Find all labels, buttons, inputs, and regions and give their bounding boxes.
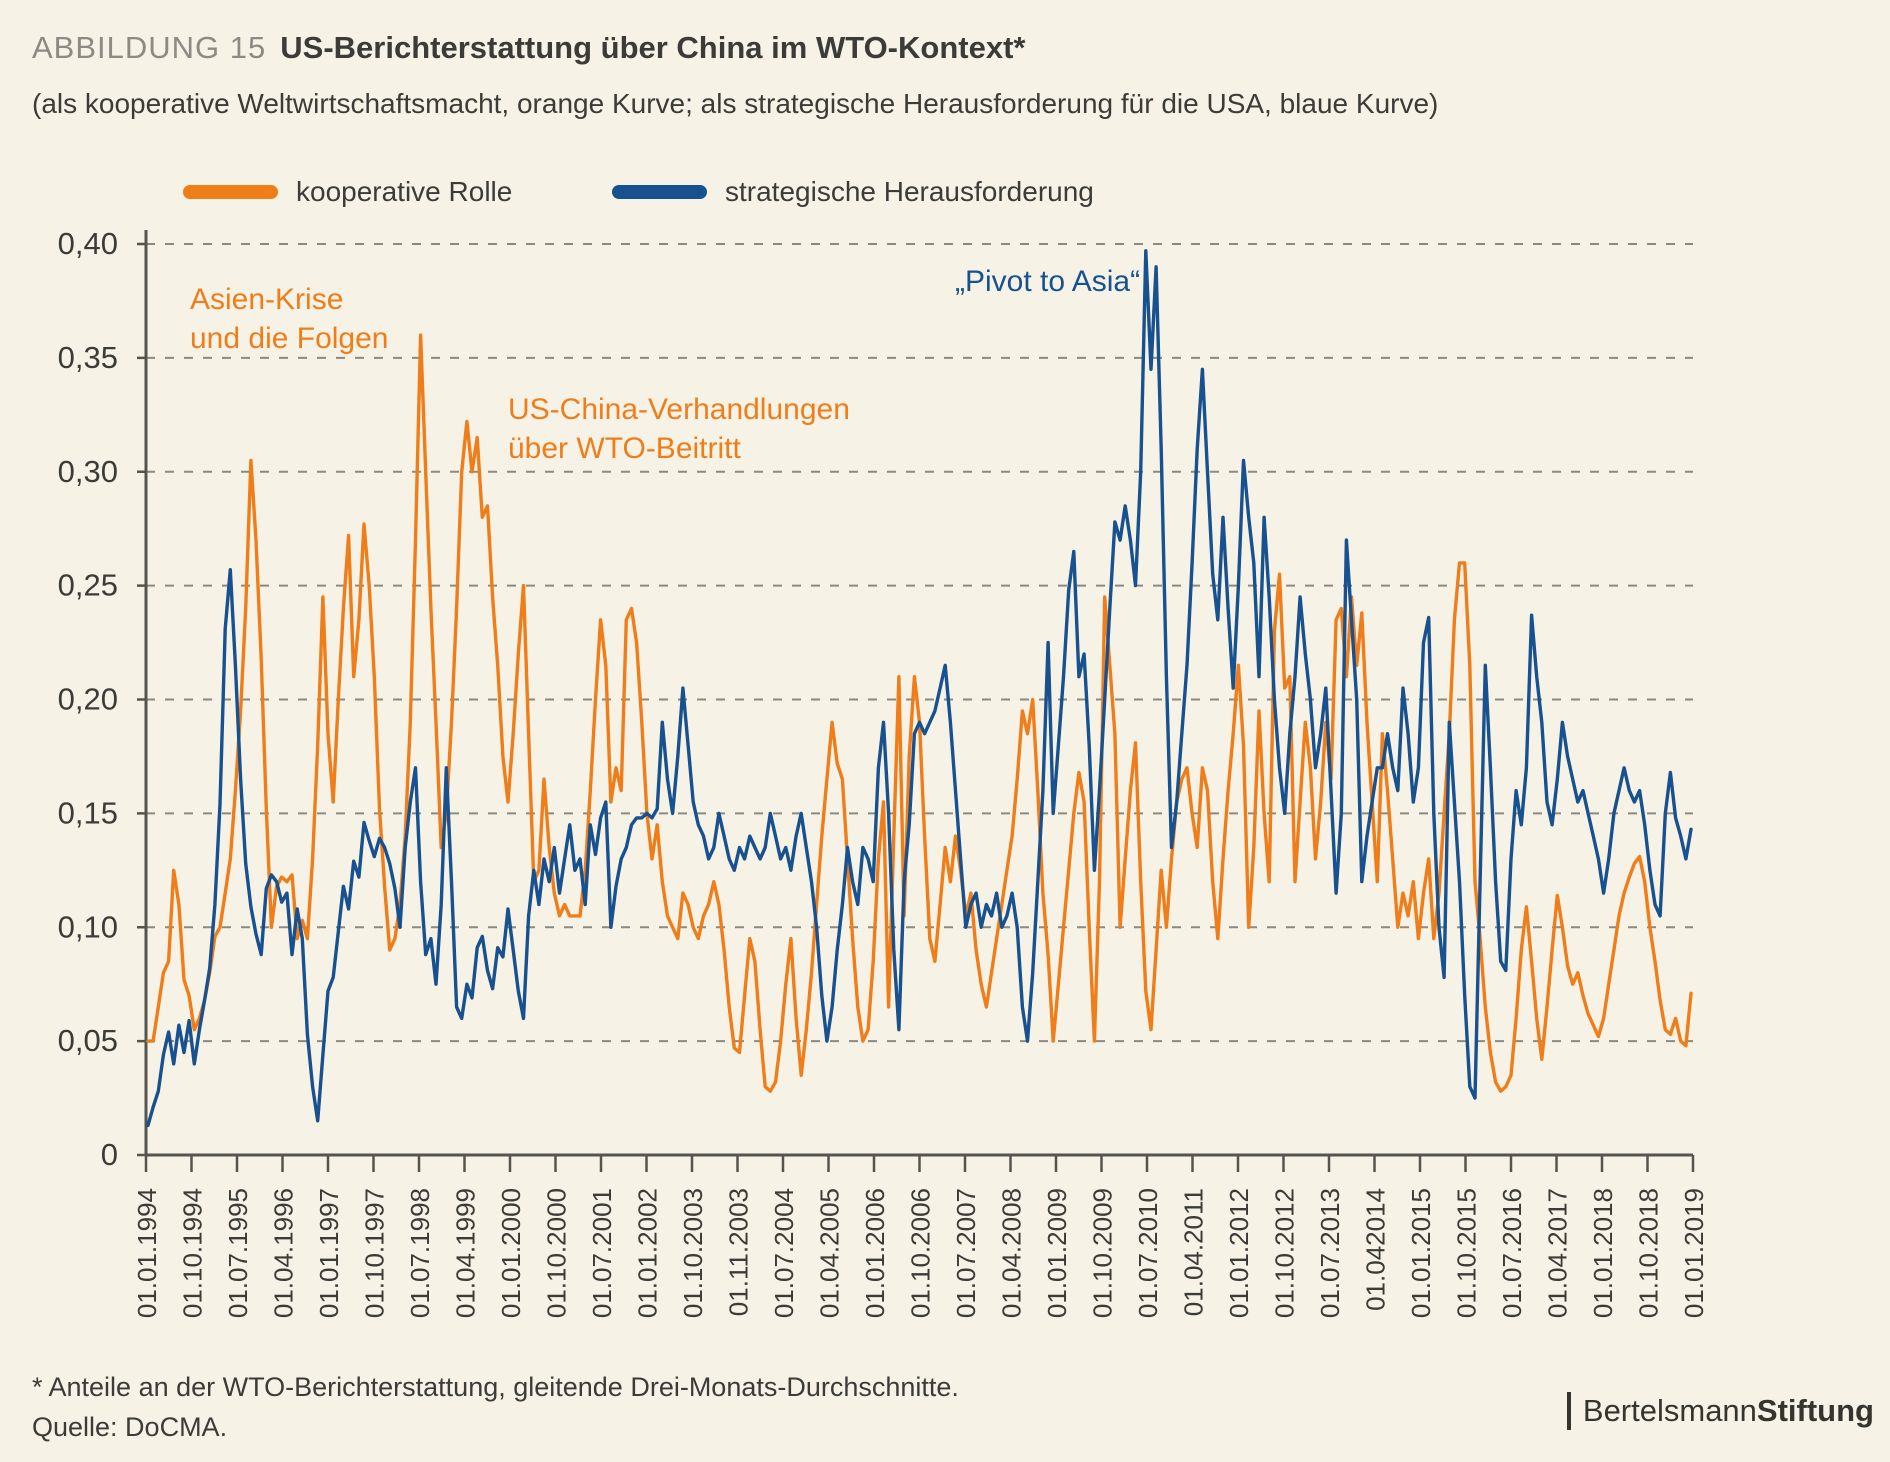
x-tick-label: 01.04.2017 xyxy=(1543,1188,1573,1318)
x-tick-label: 01.04.2005 xyxy=(815,1188,845,1318)
x-tick-label: 01.01.2015 xyxy=(1406,1188,1436,1318)
x-tick-label: 01.01.2006 xyxy=(860,1188,890,1318)
figure-label: ABBILDUNG 15 xyxy=(32,30,267,65)
x-tick-label: 01.10.1997 xyxy=(360,1188,390,1318)
y-tick-label: 0,20 xyxy=(58,682,118,717)
legend-item-strategische-herausforderung: strategische Herausforderung xyxy=(612,176,1094,208)
y-tick-label: 0,30 xyxy=(58,454,118,489)
logo-text-bold: Stiftung xyxy=(1756,1393,1874,1428)
x-tick-label: 01.07.1998 xyxy=(405,1188,435,1318)
annotation-line: und die Folgen xyxy=(190,322,389,355)
x-tick-label: 01.01.2009 xyxy=(1042,1188,1072,1318)
figure-title: US-Berichterstattung über China im WTO-K… xyxy=(280,30,1026,65)
annotation-line: US-China-Verhandlungen xyxy=(508,393,850,426)
figure-subtitle: (als kooperative Weltwirtschaftsmacht, o… xyxy=(32,88,1439,119)
annotation-pivot-to-asia: „Pivot to Asia“ xyxy=(955,262,1140,301)
x-tick-label: 01.01.2018 xyxy=(1588,1188,1618,1318)
x-tick-label: 01.10.2006 xyxy=(906,1188,936,1318)
x-tick-label: 01.042014 xyxy=(1361,1188,1391,1311)
x-tick-label: 01.10.2018 xyxy=(1634,1188,1664,1318)
x-tick-label: 01.04.1996 xyxy=(269,1188,299,1318)
x-tick-label: 01.07.2013 xyxy=(1315,1188,1345,1318)
x-tick-label: 01.10.2012 xyxy=(1270,1188,1300,1318)
x-tick-label: 01.01.2019 xyxy=(1679,1188,1709,1318)
x-tick-label: 01.10.2015 xyxy=(1452,1188,1482,1318)
chart-source: Quelle: DoCMA. xyxy=(32,1412,228,1442)
legend-swatch-blue xyxy=(612,185,707,199)
x-tick-label: 01.07.1995 xyxy=(223,1188,253,1318)
y-tick-label: 0,15 xyxy=(58,795,118,830)
chart-legend: kooperative Rolle strategische Herausfor… xyxy=(0,176,1890,210)
annotation-wto-beitritt: US-China-Verhandlungen über WTO-Beitritt xyxy=(508,390,850,468)
y-tick-label: 0,05 xyxy=(58,1023,118,1058)
x-tick-label: 01.07.2004 xyxy=(769,1188,799,1318)
x-tick-label: 01.07.2001 xyxy=(587,1188,617,1318)
x-tick-label: 01.10.1994 xyxy=(178,1188,208,1318)
y-tick-label: 0,10 xyxy=(58,909,118,944)
x-tick-label: 01.04.2011 xyxy=(1179,1188,1209,1316)
y-tick-label: 0 xyxy=(101,1137,118,1172)
y-tick-label: 0,40 xyxy=(58,226,118,261)
x-tick-label: 01.10.2003 xyxy=(678,1188,708,1318)
annotation-line: Asien-Krise xyxy=(190,283,344,316)
annotation-asien-krise: Asien-Krise und die Folgen xyxy=(190,280,389,358)
annotation-line: „Pivot to Asia“ xyxy=(955,265,1141,298)
x-tick-label: 01.07.2016 xyxy=(1497,1188,1527,1318)
x-tick-label: 01.01.2000 xyxy=(496,1188,526,1318)
series-line-strategische-herausforderung xyxy=(146,249,1693,1128)
y-tick-label: 0,25 xyxy=(58,568,118,603)
figure-header: ABBILDUNG 15 US-Berichterstattung über Ch… xyxy=(32,30,1025,66)
x-tick-label: 01.04.1999 xyxy=(451,1188,481,1318)
x-tick-label: 01.01.2012 xyxy=(1224,1188,1254,1318)
logo-text-regular: Bertelsmann xyxy=(1582,1393,1757,1428)
annotation-line: über WTO-Beitritt xyxy=(508,432,741,465)
legend-item-kooperative-rolle: kooperative Rolle xyxy=(183,176,512,208)
x-tick-label: 01.01.2002 xyxy=(633,1188,663,1318)
bertelsmann-stiftung-logo: Bertelsmann Stiftung xyxy=(1566,1392,1874,1430)
legend-label: kooperative Rolle xyxy=(296,176,513,207)
x-tick-label: 01.07.2010 xyxy=(1133,1188,1163,1318)
x-tick-label: 01.01.1997 xyxy=(314,1188,344,1318)
chart-footnote: * Anteile an der WTO-Berichterstattung, … xyxy=(32,1372,959,1402)
legend-label: strategische Herausforderung xyxy=(725,176,1094,207)
y-tick-label: 0,35 xyxy=(58,340,118,375)
x-tick-label: 01.01.1994 xyxy=(132,1188,162,1318)
logo-bar-icon xyxy=(1566,1392,1571,1430)
x-tick-label: 01.07.2007 xyxy=(951,1188,981,1318)
x-tick-label: 01.10.2009 xyxy=(1088,1188,1118,1318)
x-tick-label: 01.11.2003 xyxy=(724,1188,754,1316)
legend-swatch-orange xyxy=(183,185,278,199)
x-tick-label: 01.10.2000 xyxy=(542,1188,572,1318)
series-line-kooperative-rolle xyxy=(146,333,1693,1093)
x-tick-label: 01.04.2008 xyxy=(997,1188,1027,1318)
